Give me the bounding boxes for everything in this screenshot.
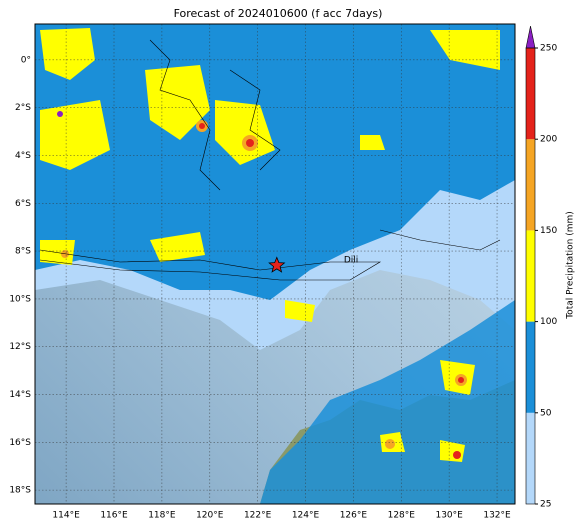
colorbar-tick-label: 200: [540, 135, 557, 145]
location-marker: [268, 256, 286, 273]
x-tick-label: 130°E: [435, 511, 463, 521]
grid: [35, 24, 515, 504]
y-tick-label: 6°S: [15, 199, 31, 209]
y-tick-label: 4°S: [15, 151, 31, 161]
y-tick-label: 12°S: [9, 342, 31, 352]
colorbar-segment: [526, 412, 535, 504]
place-label: Dili: [344, 256, 358, 266]
x-tick-label: 128°E: [388, 511, 416, 521]
y-tick-label: 0°: [21, 55, 31, 65]
coastlines: [39, 39, 501, 281]
colorbar-segment: [526, 48, 535, 140]
x-tick-label: 132°E: [483, 511, 511, 521]
map-area: [35, 24, 515, 504]
x-tick-label: 126°E: [340, 511, 368, 521]
y-tick-label: 14°S: [9, 390, 31, 400]
y-tick-label: 10°S: [9, 294, 31, 304]
colorbar-extend: [525, 25, 536, 49]
y-tick-label: 2°S: [15, 103, 31, 113]
precip-heavy: [40, 28, 500, 462]
colorbar-label: Total Precipitation (mm): [566, 211, 576, 320]
y-tick-label: 16°S: [9, 438, 31, 448]
precip-extreme: [57, 111, 467, 459]
map-title: Forecast of 2024010600 (f acc 7days): [174, 7, 383, 20]
x-tick-label: 120°E: [196, 511, 224, 521]
colorbar-tick-label: 100: [540, 317, 557, 327]
map-frame: [34, 23, 516, 505]
colorbar-segment: [526, 139, 535, 231]
colorbar-tick-label: 250: [540, 44, 557, 54]
y-tick-label: 8°S: [15, 247, 31, 257]
x-tick-label: 116°E: [100, 511, 128, 521]
y-tick-label: 18°S: [9, 486, 31, 496]
colorbar-tick-label: 50: [540, 408, 552, 418]
x-tick-label: 118°E: [148, 511, 176, 521]
x-tick-label: 114°E: [52, 511, 80, 521]
colorbar-frame: [525, 47, 536, 505]
x-tick-label: 124°E: [292, 511, 320, 521]
colorbar-segment: [526, 321, 535, 413]
colorbar-tick-label: 25: [540, 500, 551, 510]
x-tick-label: 122°E: [244, 511, 272, 521]
colorbar-segment: [526, 230, 535, 322]
colorbar-tick-label: 150: [540, 226, 557, 236]
